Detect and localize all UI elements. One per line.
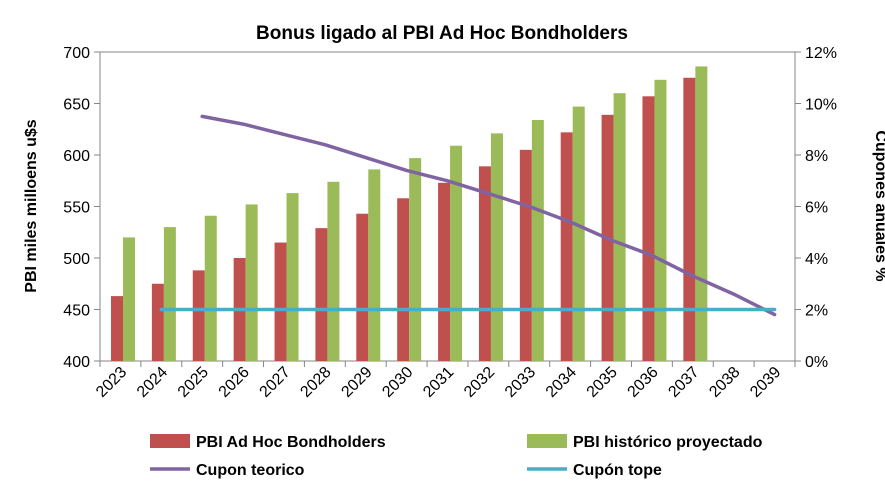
bar xyxy=(572,106,585,361)
bar xyxy=(286,193,299,361)
legend-label: Cupon teorico xyxy=(196,462,305,479)
bar xyxy=(204,215,217,361)
bar xyxy=(695,66,708,362)
bar xyxy=(531,119,544,361)
x-tick-label: 2035 xyxy=(584,364,621,401)
bar xyxy=(450,145,463,361)
bar xyxy=(642,96,655,361)
bar xyxy=(368,169,381,361)
plot-area: 400 450 500 550 600 650 700 0% 2% 4% 6% 8% 10% 12% 202… xyxy=(63,45,837,401)
bar xyxy=(560,132,573,361)
x-tick-label: 2033 xyxy=(502,364,539,401)
x-tick-label: 2034 xyxy=(543,364,580,401)
y2-tick-label: 10% xyxy=(805,97,837,114)
x-tick-label: 2026 xyxy=(216,364,253,401)
x-tick-label: 2037 xyxy=(665,364,702,401)
x-tick-label: 2031 xyxy=(420,364,457,401)
bar xyxy=(397,198,410,361)
x-tick-label: 2039 xyxy=(747,364,784,401)
y-tick-label: 650 xyxy=(63,97,90,114)
y2-tick-label: 0% xyxy=(805,354,828,371)
y-axis-label: PBI miles milloens u$s xyxy=(23,119,40,293)
bar xyxy=(111,296,123,361)
x-tick-label: 2029 xyxy=(338,364,375,401)
bar xyxy=(245,204,258,361)
legend-label: PBI Ad Hoc Bondholders xyxy=(196,434,386,451)
y-tick-label: 550 xyxy=(63,200,90,217)
chart-title: Bonus ligado al PBI Ad Hoc Bondholders xyxy=(256,23,628,44)
x-tick-label: 2024 xyxy=(134,364,171,401)
y-tick-label: 700 xyxy=(63,45,90,62)
y-tick-label: 450 xyxy=(63,303,90,320)
bar xyxy=(683,77,696,361)
bar xyxy=(654,79,667,361)
x-tick-label: 2030 xyxy=(379,364,416,401)
x-tick-label: 2032 xyxy=(461,364,498,401)
bar xyxy=(409,158,422,361)
bar xyxy=(163,227,176,361)
bar xyxy=(490,133,503,361)
y-tick-label: 400 xyxy=(63,354,90,371)
bar xyxy=(123,237,135,361)
bar xyxy=(315,228,328,361)
y2-tick-label: 6% xyxy=(805,200,828,217)
bar xyxy=(151,283,164,361)
y2-tick-label: 4% xyxy=(805,251,828,268)
y2-axis-label: Cupones anuales % xyxy=(872,130,885,281)
bar xyxy=(327,181,340,361)
bar xyxy=(613,93,626,361)
x-tick-label: 2038 xyxy=(706,364,743,401)
series-line xyxy=(200,114,777,317)
legend-label: Cupón tope xyxy=(573,462,662,479)
legend-label: PBI histórico proyectado xyxy=(573,434,763,451)
bar xyxy=(274,242,287,361)
legend-swatch xyxy=(150,434,190,448)
legend: PBI Ad Hoc Bondholders PBI histórico proy… xyxy=(150,434,763,479)
legend-swatch xyxy=(527,434,567,448)
x-tick-label: 2036 xyxy=(625,364,662,401)
x-tick-label: 2023 xyxy=(93,364,130,401)
bar xyxy=(192,270,205,361)
y2-tick-label: 8% xyxy=(805,148,828,165)
bar xyxy=(438,182,451,361)
x-tick-label: 2025 xyxy=(175,364,212,401)
x-tick-label: 2028 xyxy=(297,364,334,401)
y-tick-label: 500 xyxy=(63,251,90,268)
y2-tick-label: 2% xyxy=(805,303,828,320)
x-tick-label: 2027 xyxy=(257,364,294,401)
bar xyxy=(356,213,369,361)
bar xyxy=(478,166,491,361)
y2-tick-label: 12% xyxy=(805,45,837,62)
bar xyxy=(519,149,532,361)
y-tick-label: 600 xyxy=(63,148,90,165)
